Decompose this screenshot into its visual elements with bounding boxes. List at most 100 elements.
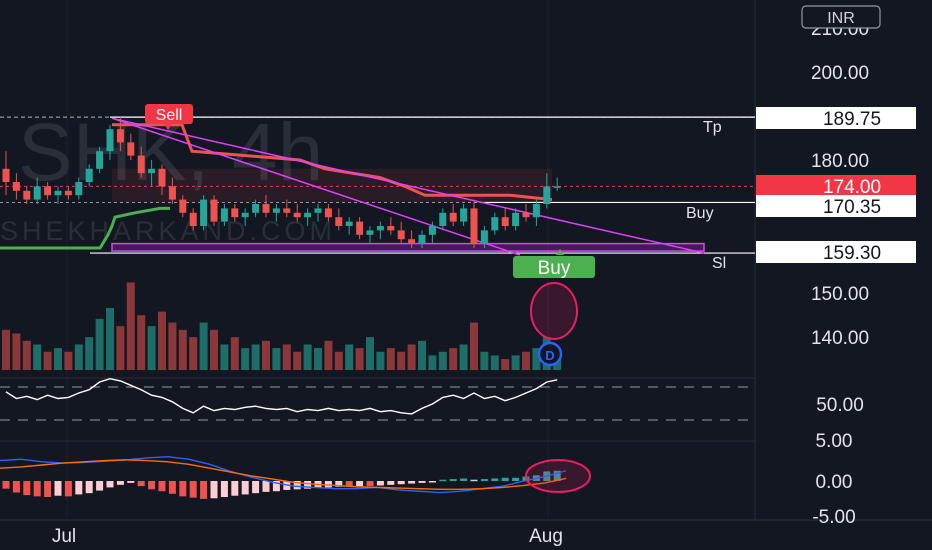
last-price-tag-text: 174.00	[823, 177, 881, 198]
volume-bar	[490, 355, 499, 370]
volume-bar	[230, 337, 239, 370]
candle	[262, 195, 270, 218]
volume-bar	[210, 329, 218, 370]
sell-signal-label: Sell	[156, 107, 183, 124]
macd-histogram-bar	[137, 481, 145, 487]
macd-histogram-bar	[44, 481, 52, 497]
buy-signal[interactable]: Buy	[513, 249, 595, 279]
macd-histogram-bar	[210, 481, 218, 499]
candle	[210, 195, 218, 226]
volume-bar	[158, 311, 166, 370]
macd-tick-label: -5.00	[812, 507, 855, 528]
candle-body	[522, 212, 530, 218]
candle-body	[366, 230, 374, 235]
volume-bar	[126, 282, 135, 370]
candle	[64, 186, 72, 200]
volume-bar	[501, 359, 510, 370]
candle-body	[85, 168, 93, 182]
candle-body	[376, 226, 384, 231]
macd-histogram-bar	[418, 481, 426, 483]
candle	[324, 204, 332, 222]
rsi-layer	[0, 377, 755, 421]
time-axis[interactable]: Jul Aug	[52, 526, 563, 547]
candle	[366, 226, 374, 244]
supertrend-down-line	[112, 123, 553, 202]
candle	[33, 177, 41, 204]
volume-bar	[480, 351, 489, 370]
candle-body	[449, 212, 457, 222]
candle	[356, 217, 364, 240]
macd-histogram-bar	[335, 481, 343, 487]
candle	[314, 204, 322, 222]
candle-body	[283, 208, 291, 213]
macd-histogram-bar	[439, 479, 447, 482]
macd-histogram-bar	[272, 481, 280, 492]
volume-bar	[85, 337, 94, 370]
candle	[54, 186, 62, 204]
candle-body	[137, 155, 145, 174]
candle-body	[293, 212, 301, 218]
sl-price-tag-bg	[756, 241, 916, 263]
macd-histogram-bar	[470, 479, 478, 482]
tp-level-label: Tp	[703, 119, 722, 136]
candle-body	[262, 204, 270, 213]
macd-layer	[0, 455, 567, 499]
dividend-marker[interactable]: D	[537, 341, 563, 367]
candle-body	[189, 212, 197, 226]
candle	[158, 164, 166, 196]
candle	[96, 146, 104, 174]
candle-body	[553, 186, 561, 188]
macd-histogram-bar	[304, 481, 312, 489]
volume-bar	[22, 340, 31, 370]
candle	[304, 208, 312, 226]
macd-histogram-bar	[64, 481, 72, 497]
macd-histogram-bar	[148, 481, 156, 490]
macd-tick-label: 0.00	[816, 472, 853, 493]
price-axis[interactable]: 210.00200.00180.00150.00140.0050.005.000…	[811, 19, 869, 528]
trendline-upper	[111, 117, 705, 254]
volume-bar	[293, 351, 302, 370]
candle	[553, 177, 561, 191]
price-tick-label: 140.00	[811, 328, 869, 349]
volume-bar	[168, 322, 177, 370]
volume-bar	[147, 326, 156, 370]
volume-bar	[511, 355, 520, 370]
macd-histogram-bar	[96, 481, 104, 491]
macd-histogram-bar	[106, 481, 114, 488]
supertrend-fill	[112, 168, 552, 203]
macd-histogram-bar	[168, 481, 176, 494]
candle	[283, 199, 291, 218]
currency-badge[interactable]: INR	[801, 5, 881, 29]
buy-signal-label: Buy	[538, 258, 571, 279]
candle	[439, 208, 447, 231]
candle-body	[439, 212, 447, 226]
sell-signal-bg	[145, 104, 193, 124]
candle-body	[460, 208, 468, 222]
macd-histogram-bar	[127, 481, 135, 483]
sell-signal-pointer	[164, 124, 172, 130]
volume-bar	[282, 344, 291, 370]
macd-histogram-bar	[397, 481, 405, 485]
watermark-site: SHEKHARKAND.COM	[0, 216, 336, 246]
volume-bar	[178, 329, 187, 370]
candle	[408, 230, 416, 248]
candle-body	[127, 142, 135, 156]
macd-histogram-bar	[512, 477, 520, 481]
macd-histogram-bar	[231, 481, 239, 496]
candle-body	[304, 212, 312, 218]
macd-histogram-bar	[293, 481, 301, 490]
volume-bar	[418, 340, 426, 370]
macd-histogram-bar	[324, 481, 332, 488]
volume-bar	[116, 326, 125, 370]
volume-bar	[522, 351, 530, 370]
macd-histogram-bar	[501, 477, 509, 481]
sell-signal[interactable]: Sell	[145, 104, 193, 130]
candle	[231, 204, 239, 222]
sl-zone	[111, 242, 705, 252]
macd-histogram-bar	[116, 481, 124, 485]
buy-signal-bg	[513, 256, 595, 278]
volume-highlight-ellipse	[530, 282, 578, 340]
candle-body	[231, 208, 239, 218]
candle	[106, 124, 114, 160]
